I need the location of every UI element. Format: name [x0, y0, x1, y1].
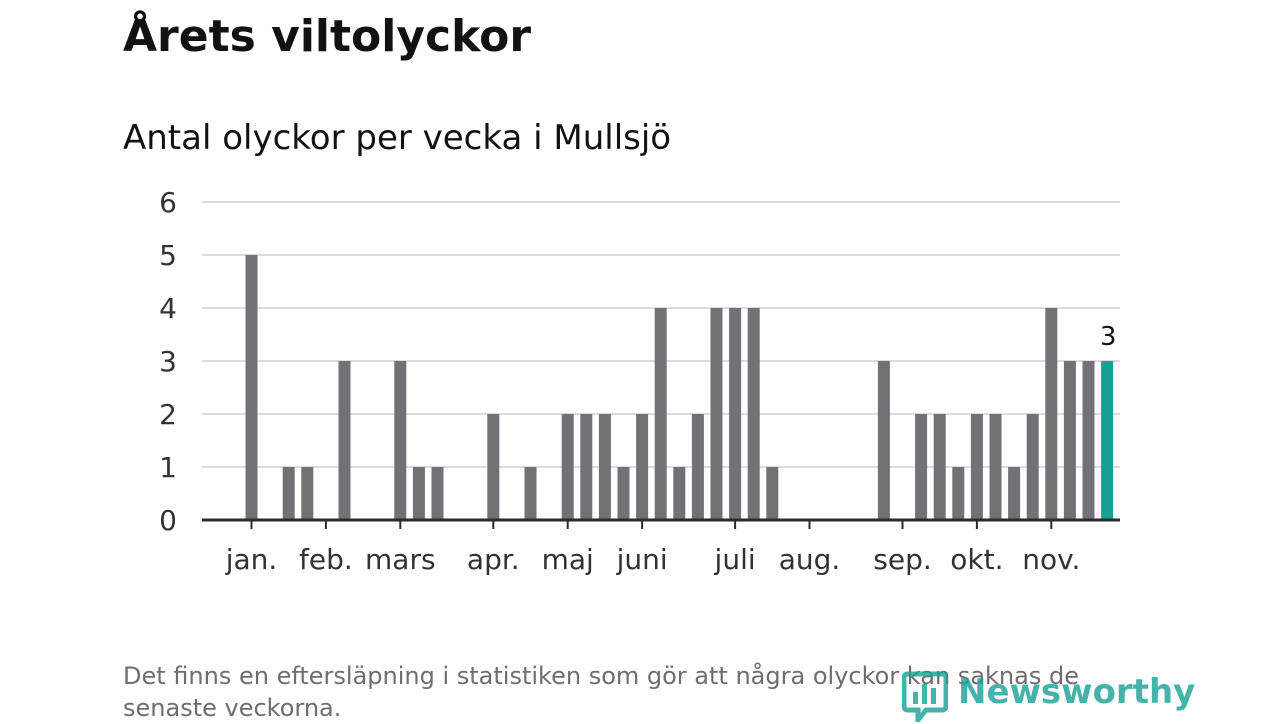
bar — [915, 414, 928, 520]
bar — [412, 467, 425, 520]
y-tick-label: 5 — [159, 239, 177, 272]
bar — [952, 467, 965, 520]
bar — [673, 467, 686, 520]
x-axis-ticks: jan. feb. mars apr. maj juni juli aug. sep. okt. n… — [225, 520, 1080, 576]
y-tick-label: 2 — [159, 398, 177, 431]
bar — [580, 414, 593, 520]
bar — [710, 308, 723, 520]
bar — [989, 414, 1002, 520]
bar — [245, 255, 258, 520]
x-tick-label: aug. — [779, 543, 841, 576]
bars — [245, 255, 1114, 520]
bar-highlight — [1101, 361, 1114, 520]
x-tick-label: apr. — [467, 543, 520, 576]
chart-subtitle: Antal olyckor per vecka i Mullsjö — [123, 118, 672, 158]
x-tick-label: feb. — [299, 543, 353, 576]
bar — [431, 467, 444, 520]
y-tick-label: 3 — [159, 345, 177, 378]
bar — [691, 414, 704, 520]
y-tick-label: 4 — [159, 292, 177, 325]
x-tick-label: sep. — [873, 543, 932, 576]
bar — [766, 467, 779, 520]
bar — [1008, 467, 1021, 520]
bar — [877, 361, 890, 520]
x-tick-label: maj — [542, 543, 594, 576]
bar — [524, 467, 537, 520]
x-tick-label: okt. — [950, 543, 1003, 576]
newsworthy-logo: Newsworthy — [900, 666, 1195, 722]
bar — [487, 414, 500, 520]
bar — [561, 414, 574, 520]
bar — [636, 414, 649, 520]
bar — [1026, 414, 1039, 520]
y-axis-ticks: 0 1 2 3 4 5 6 — [159, 186, 177, 537]
x-tick-label: juli — [714, 543, 756, 576]
data-labels: 3 — [1100, 322, 1117, 352]
x-tick-label: mars — [365, 543, 436, 576]
bar — [394, 361, 407, 520]
y-tick-label: 1 — [159, 451, 177, 484]
newsworthy-logo-icon — [902, 671, 948, 722]
y-tick-label: 0 — [159, 504, 177, 537]
x-tick-label: jan. — [225, 543, 278, 576]
bar — [1063, 361, 1076, 520]
bar — [282, 467, 295, 520]
bar — [598, 414, 611, 520]
bar — [970, 414, 983, 520]
bar — [338, 361, 351, 520]
x-tick-label: juni — [616, 543, 668, 576]
bar — [1045, 308, 1058, 520]
x-tick-label: nov. — [1022, 543, 1080, 576]
bar — [301, 467, 314, 520]
bar — [729, 308, 742, 520]
bar — [747, 308, 760, 520]
bar — [654, 308, 667, 520]
bar — [1082, 361, 1095, 520]
bar — [617, 467, 630, 520]
y-tick-label: 6 — [159, 186, 177, 219]
chart-title: Årets viltolyckor — [123, 11, 532, 62]
brand-name: Newsworthy — [958, 672, 1196, 712]
bar — [933, 414, 946, 520]
data-label: 3 — [1100, 322, 1117, 352]
